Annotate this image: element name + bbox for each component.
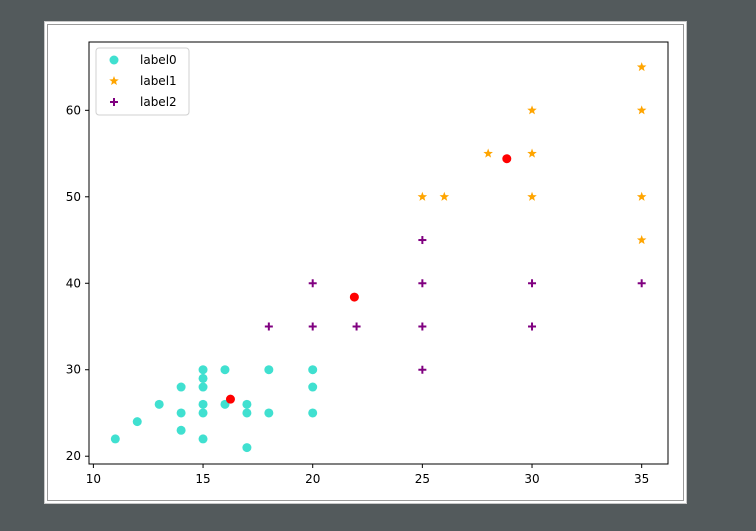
label1-point xyxy=(636,62,647,72)
label0-point xyxy=(264,408,274,418)
y-tick-label: 60 xyxy=(66,103,81,117)
label2-point xyxy=(418,279,427,288)
label0-point xyxy=(242,443,252,453)
label0-point xyxy=(176,425,186,435)
label2-point xyxy=(418,322,427,331)
legend-entry-label0: label0 xyxy=(109,53,177,67)
centroid-points xyxy=(225,154,512,404)
y-tick-label: 30 xyxy=(66,363,81,377)
y-tick-label: 20 xyxy=(66,449,81,463)
label0-point xyxy=(308,408,318,418)
label2-point xyxy=(352,322,361,331)
label0-point xyxy=(198,399,208,409)
x-tick-label: 35 xyxy=(634,472,649,486)
x-tick-label: 30 xyxy=(524,472,539,486)
label0-point xyxy=(176,408,186,418)
label0-point xyxy=(198,365,208,375)
x-tick-label: 10 xyxy=(86,472,101,486)
label2-point xyxy=(308,279,317,288)
label1-point xyxy=(417,191,428,201)
label0-point xyxy=(220,365,230,375)
label2-point xyxy=(308,322,317,331)
series-label0 xyxy=(110,365,318,453)
label0-point xyxy=(176,382,186,392)
label2-point xyxy=(264,322,273,331)
label0-point xyxy=(308,365,318,375)
label0-point xyxy=(242,399,252,409)
label1-point xyxy=(527,105,537,115)
series-label2 xyxy=(264,236,646,374)
label0-point xyxy=(154,399,164,409)
centroid-point xyxy=(349,292,359,302)
x-tick-label: 15 xyxy=(195,472,210,486)
label1-point xyxy=(483,148,493,158)
label2-point xyxy=(418,236,427,245)
label2-point xyxy=(637,279,646,288)
x-tick-label: 25 xyxy=(415,472,430,486)
series-label1 xyxy=(417,62,647,245)
legend-label-label2: label2 xyxy=(140,95,177,109)
label0-point xyxy=(242,408,252,418)
label1-point xyxy=(439,191,450,201)
legend-marker-label2 xyxy=(110,98,118,106)
label0-point xyxy=(308,382,318,392)
label0-point xyxy=(198,382,208,392)
label1-point xyxy=(527,191,537,201)
label2-point xyxy=(418,365,427,374)
x-tick-label: 20 xyxy=(305,472,320,486)
label1-point xyxy=(527,148,537,158)
plot-area xyxy=(110,62,647,453)
axes: 10 15 20 25 30 35 20 30 40 50 60 xyxy=(66,41,669,486)
centroid-point xyxy=(502,154,512,164)
axes-frame xyxy=(88,41,669,465)
y-tick-label: 50 xyxy=(66,190,81,204)
label0-point xyxy=(264,365,274,375)
label0-point xyxy=(198,373,208,383)
label0-point xyxy=(132,417,142,427)
label1-point xyxy=(636,235,647,245)
label1-point xyxy=(636,191,647,201)
label1-point xyxy=(636,105,647,115)
legend-box xyxy=(95,47,190,116)
y-tick-label: 40 xyxy=(66,276,81,290)
label2-point xyxy=(528,322,537,331)
centroid-point xyxy=(225,394,235,404)
label0-point xyxy=(198,408,208,418)
legend: label0 label1 label2 xyxy=(95,47,190,116)
legend-label-label1: label1 xyxy=(140,74,177,88)
label0-point xyxy=(198,434,208,444)
legend-entry-label2: label2 xyxy=(110,95,177,109)
legend-marker-label1 xyxy=(109,76,119,86)
label0-point xyxy=(110,434,120,444)
legend-entry-label1: label1 xyxy=(109,74,177,88)
legend-label-label0: label0 xyxy=(140,53,177,67)
label2-point xyxy=(528,279,537,288)
legend-marker-label0 xyxy=(109,55,119,65)
